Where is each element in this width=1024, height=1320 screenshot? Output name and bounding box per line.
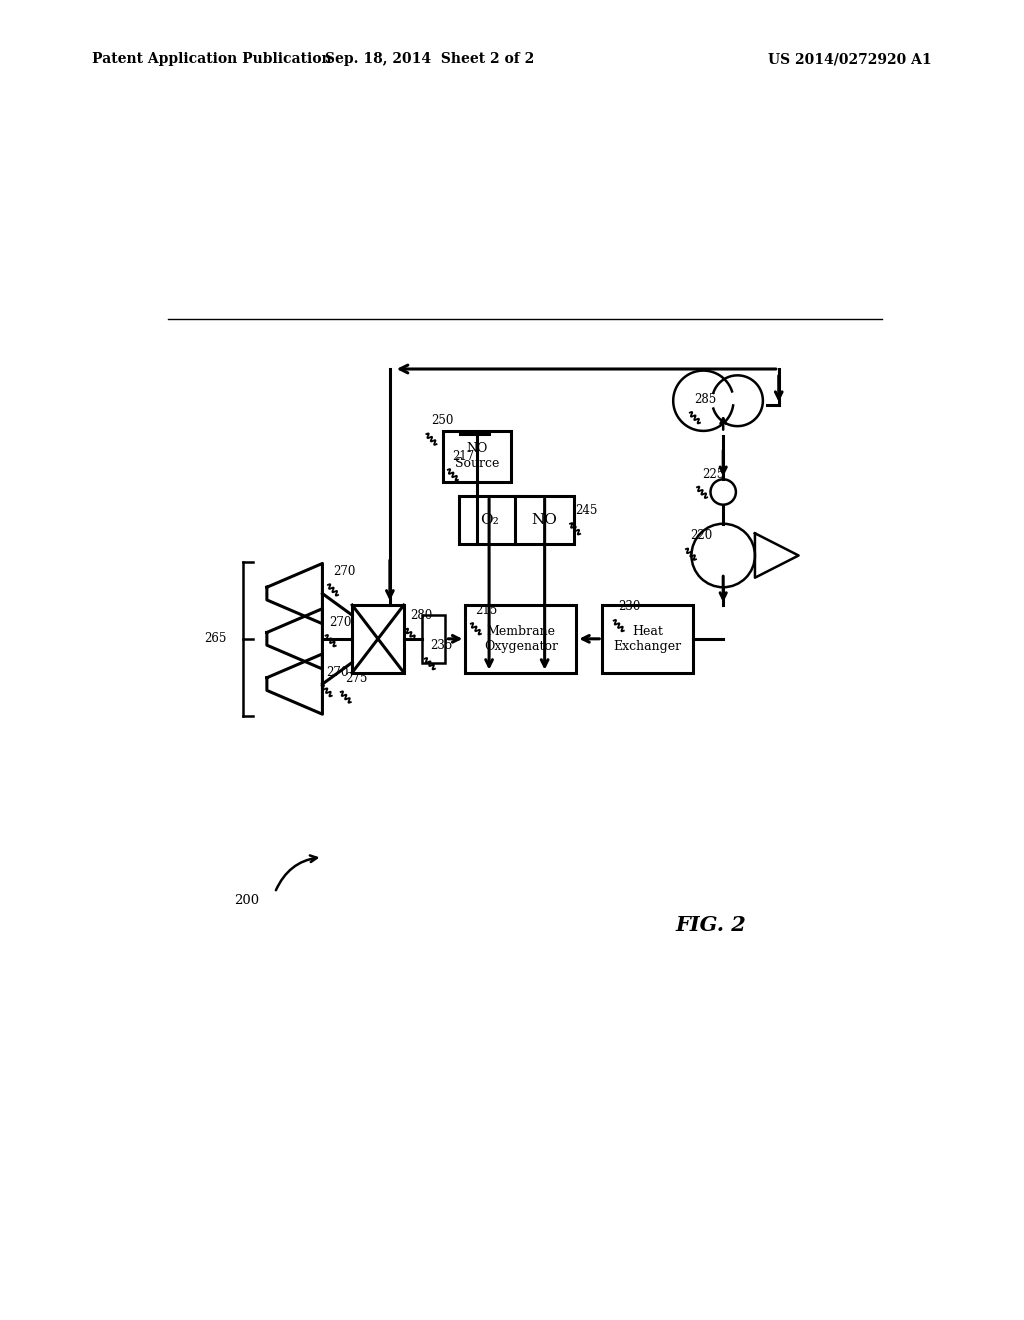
Text: 235: 235 (430, 639, 453, 652)
Text: 217: 217 (452, 450, 474, 463)
Text: NO
Source: NO Source (455, 442, 500, 470)
Text: 270: 270 (327, 665, 349, 678)
Bar (515, 496, 574, 544)
Text: 280: 280 (411, 609, 433, 622)
Bar (443, 430, 511, 482)
Text: 200: 200 (233, 894, 259, 907)
Text: 270: 270 (330, 615, 352, 628)
Text: NO: NO (531, 512, 558, 527)
Text: Sep. 18, 2014  Sheet 2 of 2: Sep. 18, 2014 Sheet 2 of 2 (326, 53, 535, 66)
Text: 245: 245 (574, 504, 597, 516)
Text: 285: 285 (694, 392, 717, 405)
Bar (422, 615, 445, 663)
Text: 215: 215 (475, 605, 498, 618)
Text: US 2014/0272920 A1: US 2014/0272920 A1 (768, 53, 932, 66)
Bar (465, 605, 577, 673)
Text: O₂: O₂ (479, 512, 499, 527)
Text: 270: 270 (333, 565, 355, 578)
Text: Membrane
Oxygenator: Membrane Oxygenator (483, 624, 558, 653)
Text: 275: 275 (345, 672, 368, 685)
Text: 220: 220 (690, 529, 713, 543)
Text: 265: 265 (204, 632, 226, 645)
Text: Patent Application Publication: Patent Application Publication (92, 53, 332, 66)
Text: Heat
Exchanger: Heat Exchanger (613, 624, 682, 653)
Bar (602, 605, 693, 673)
Text: 225: 225 (701, 467, 724, 480)
Text: FIG. 2: FIG. 2 (676, 915, 746, 935)
Bar (352, 605, 403, 673)
Text: 250: 250 (431, 414, 454, 426)
Text: 230: 230 (618, 601, 641, 614)
Bar (460, 496, 519, 544)
